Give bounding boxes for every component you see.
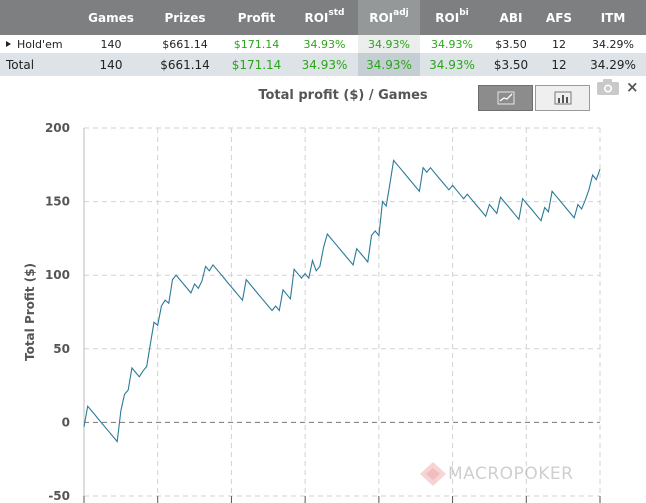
cell-games: 140 xyxy=(74,53,148,76)
bar-chart-icon xyxy=(554,91,571,105)
chart-type-toggle xyxy=(478,85,590,113)
cell-profit: $171.14 xyxy=(222,35,291,53)
cell-games: 140 xyxy=(74,35,148,53)
y-tick-label: 0 xyxy=(62,415,70,429)
stats-table: Games Prizes Profit ROIstd ROIadj ROIbi … xyxy=(0,0,646,76)
header-profit[interactable]: Profit xyxy=(222,0,291,35)
chart-title: Total profit ($) / Games xyxy=(258,88,428,103)
close-button[interactable]: × xyxy=(626,78,639,96)
row-name: Hold'em xyxy=(17,37,63,51)
x-axis-ticks xyxy=(83,496,601,503)
row-name: Total xyxy=(0,53,74,76)
header-roi-adj-sup: adj xyxy=(393,8,409,18)
line-chart-icon xyxy=(497,91,514,105)
header-roi-std-label: ROI xyxy=(304,11,329,25)
table-row-total: Total 140 $661.14 $171.14 34.93% 34.93% … xyxy=(0,53,646,76)
cell-afs: 12 xyxy=(538,35,580,53)
header-roi-std-sup: std xyxy=(328,8,345,18)
line-view-button[interactable] xyxy=(478,85,533,111)
cell-roi-bi: 34.93% xyxy=(420,53,484,76)
cell-prizes: $661.14 xyxy=(148,53,222,76)
expand-caret-icon[interactable] xyxy=(6,40,11,47)
y-tick-label: 50 xyxy=(53,342,70,356)
cell-itm: 34.29% xyxy=(580,53,646,76)
header-roi-adj-label: ROI xyxy=(369,11,394,25)
cell-roi-adj: 34.93% xyxy=(358,35,420,53)
watermark-text: MACROPOKER xyxy=(448,464,574,484)
cell-roi-bi: 34.93% xyxy=(420,35,484,53)
cell-itm: 34.29% xyxy=(580,35,646,53)
camera-icon[interactable] xyxy=(596,78,620,96)
cell-roi-std: 34.93% xyxy=(291,35,358,53)
header-afs[interactable]: AFS xyxy=(538,0,580,35)
header-roi-bi-label: ROI xyxy=(435,11,460,25)
header-games[interactable]: Games xyxy=(74,0,148,35)
chart-grid xyxy=(83,127,601,503)
y-axis-ticks: -50 0 50 100 150 200 xyxy=(45,121,70,503)
cell-profit: $171.14 xyxy=(222,53,291,76)
series-line xyxy=(83,159,601,443)
header-abi[interactable]: ABI xyxy=(484,0,538,35)
cell-abi: $3.50 xyxy=(484,53,538,76)
table-row-holdem[interactable]: Hold'em 140 $661.14 $171.14 34.93% 34.93… xyxy=(0,35,646,53)
table-header-row: Games Prizes Profit ROIstd ROIadj ROIbi … xyxy=(0,0,646,35)
header-roi-adj[interactable]: ROIadj xyxy=(358,0,420,35)
y-tick-label: 150 xyxy=(45,195,70,209)
header-roi-bi[interactable]: ROIbi xyxy=(420,0,484,35)
bar-view-button[interactable] xyxy=(535,85,590,111)
cell-roi-std: 34.93% xyxy=(291,53,358,76)
row-name-cell[interactable]: Hold'em xyxy=(0,35,74,53)
cell-abi: $3.50 xyxy=(484,35,538,53)
y-axis-label: Total Profit ($) xyxy=(23,263,37,361)
y-tick-label: 200 xyxy=(45,121,70,135)
cell-prizes: $661.14 xyxy=(148,35,222,53)
macropoker-logo-icon xyxy=(420,462,446,486)
header-itm[interactable]: ITM xyxy=(580,0,646,35)
y-tick-label: -50 xyxy=(48,489,70,503)
header-roi-bi-sup: bi xyxy=(459,8,469,18)
cell-afs: 12 xyxy=(538,53,580,76)
cell-roi-adj: 34.93% xyxy=(358,53,420,76)
header-roi-std[interactable]: ROIstd xyxy=(291,0,358,35)
y-tick-label: 100 xyxy=(45,268,70,282)
watermark: MACROPOKER xyxy=(418,460,573,488)
header-name xyxy=(0,0,74,35)
header-prizes[interactable]: Prizes xyxy=(148,0,222,35)
profit-line-chart: -50 0 50 100 150 200 Total Profit ($) xyxy=(23,121,601,503)
